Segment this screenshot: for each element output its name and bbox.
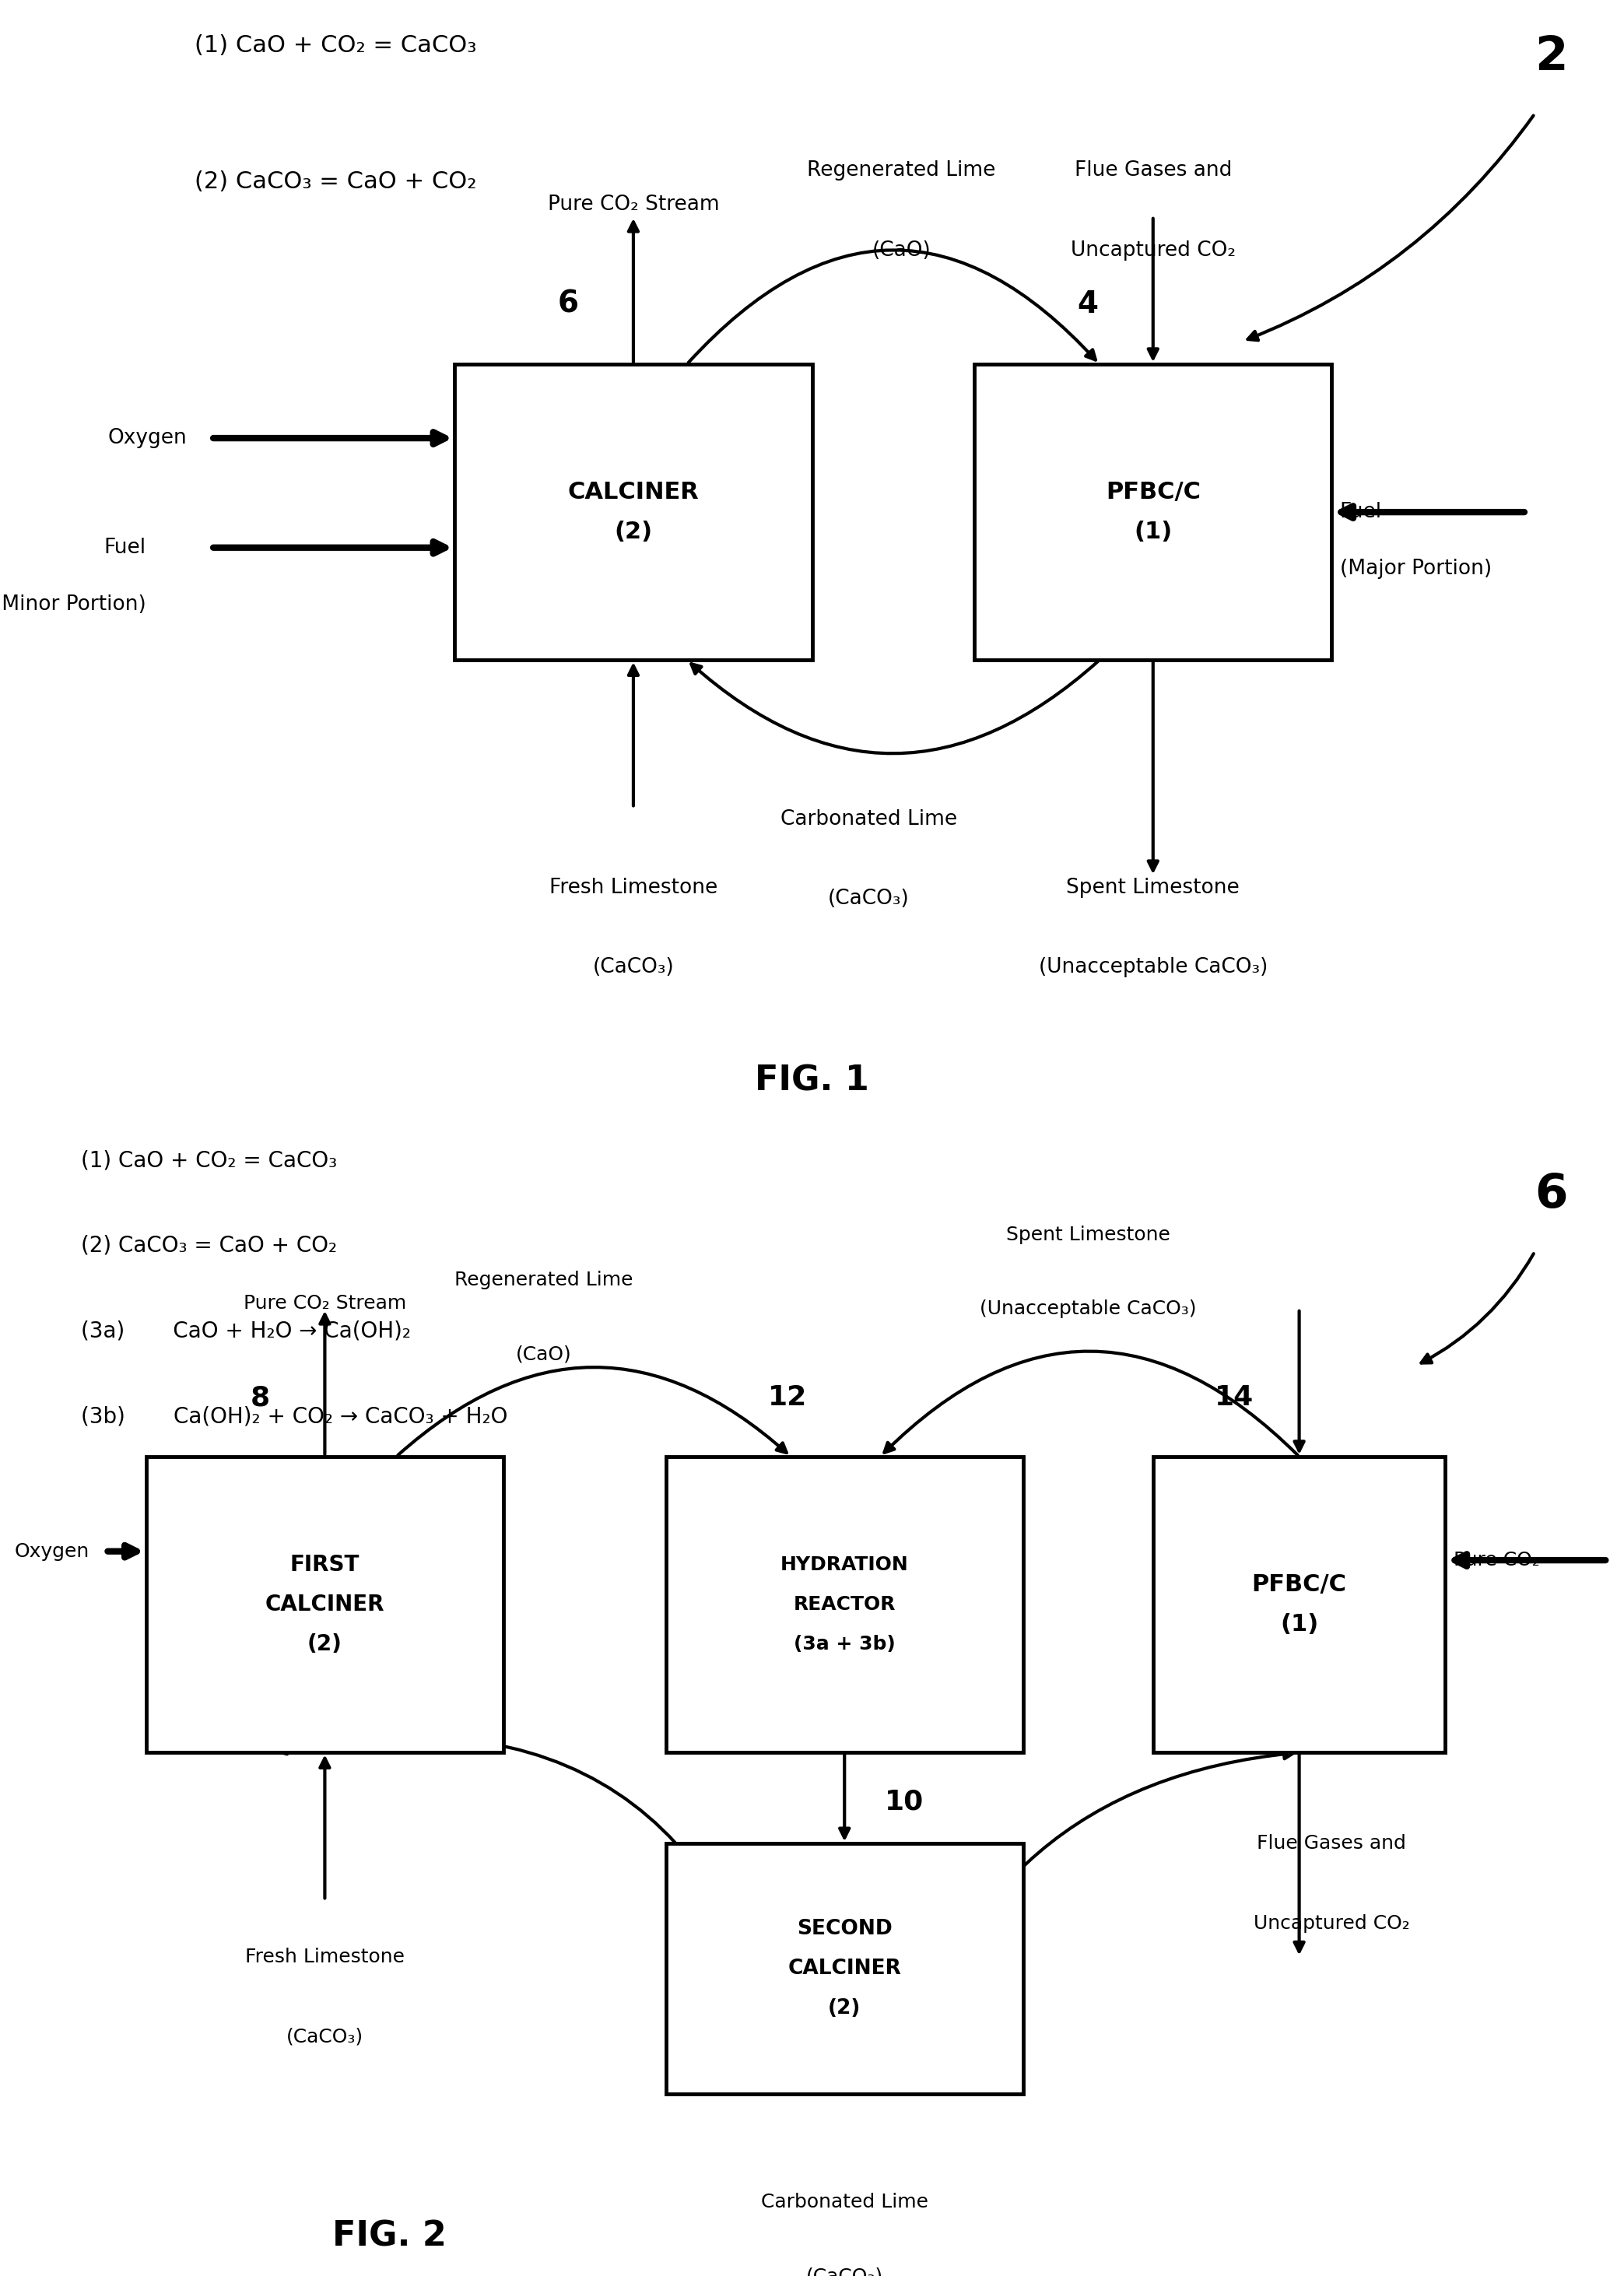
FancyBboxPatch shape — [455, 364, 812, 660]
Text: Fresh Limestone: Fresh Limestone — [549, 879, 718, 897]
Text: (CaCO₃): (CaCO₃) — [806, 2267, 883, 2276]
Text: (1) CaO + CO₂ = CaCO₃: (1) CaO + CO₂ = CaCO₃ — [195, 34, 477, 57]
Text: Flue Gases and: Flue Gases and — [1257, 1834, 1406, 1853]
FancyBboxPatch shape — [974, 364, 1332, 660]
Text: (3a)       CaO + H₂O → Ca(OH)₂: (3a) CaO + H₂O → Ca(OH)₂ — [81, 1320, 411, 1343]
Text: CALCINER: CALCINER — [265, 1593, 385, 1616]
Text: 14: 14 — [1215, 1384, 1254, 1411]
Text: Oxygen: Oxygen — [15, 1541, 89, 1561]
Text: Pure CO₂ Stream: Pure CO₂ Stream — [547, 196, 719, 214]
Text: (3a + 3b): (3a + 3b) — [794, 1634, 895, 1655]
Text: (2): (2) — [614, 521, 653, 544]
Text: (Unacceptable CaCO₃): (Unacceptable CaCO₃) — [1038, 958, 1268, 976]
FancyBboxPatch shape — [1153, 1457, 1445, 1753]
Text: Regenerated Lime: Regenerated Lime — [807, 162, 996, 180]
Text: Pure CO₂: Pure CO₂ — [1453, 1550, 1540, 1570]
Text: 4: 4 — [1078, 289, 1098, 319]
Text: (CaCO₃): (CaCO₃) — [593, 958, 674, 976]
Text: (Minor Portion): (Minor Portion) — [0, 594, 146, 615]
Text: (Major Portion): (Major Portion) — [1340, 560, 1491, 578]
Text: Oxygen: Oxygen — [107, 428, 187, 448]
Text: FIRST: FIRST — [291, 1555, 359, 1575]
Text: SECOND: SECOND — [797, 1919, 892, 1939]
Text: Carbonated Lime: Carbonated Lime — [781, 810, 957, 828]
Text: HYDRATION: HYDRATION — [781, 1555, 908, 1575]
Text: PFBC/C: PFBC/C — [1106, 480, 1200, 503]
FancyBboxPatch shape — [146, 1457, 503, 1753]
Text: Spent Limestone: Spent Limestone — [1005, 1224, 1171, 1245]
Text: (2): (2) — [307, 1634, 343, 1655]
Text: 6: 6 — [1535, 1172, 1567, 1218]
Text: (CaO): (CaO) — [516, 1345, 572, 1363]
Text: (CaCO₃): (CaCO₃) — [286, 2028, 364, 2046]
Text: 10: 10 — [885, 1789, 924, 1816]
Text: (Unacceptable CaCO₃): (Unacceptable CaCO₃) — [979, 1300, 1197, 1318]
Text: (1): (1) — [1134, 521, 1173, 544]
Text: (2): (2) — [828, 1998, 861, 2019]
Text: 12: 12 — [768, 1384, 807, 1411]
Text: (1) CaO + CO₂ = CaCO₃: (1) CaO + CO₂ = CaCO₃ — [81, 1149, 338, 1172]
Text: REACTOR: REACTOR — [793, 1595, 896, 1614]
Text: 6: 6 — [559, 289, 578, 319]
Text: Regenerated Lime: Regenerated Lime — [455, 1270, 633, 1290]
FancyBboxPatch shape — [666, 1844, 1023, 2094]
Text: Fuel: Fuel — [104, 537, 146, 558]
Text: (2) CaCO₃ = CaO + CO₂: (2) CaCO₃ = CaO + CO₂ — [195, 171, 477, 193]
Text: (3b)       Ca(OH)₂ + CO₂ → CaCO₃ + H₂O: (3b) Ca(OH)₂ + CO₂ → CaCO₃ + H₂O — [81, 1404, 508, 1427]
Text: CALCINER: CALCINER — [788, 1960, 901, 1978]
Text: Carbonated Lime: Carbonated Lime — [760, 2192, 929, 2212]
Text: Uncaptured CO₂: Uncaptured CO₂ — [1254, 1914, 1410, 1932]
Text: Pure CO₂ Stream: Pure CO₂ Stream — [244, 1293, 406, 1313]
Text: Uncaptured CO₂: Uncaptured CO₂ — [1070, 241, 1236, 259]
Text: 2: 2 — [1535, 34, 1567, 80]
Text: FIG. 1: FIG. 1 — [755, 1065, 869, 1097]
Text: FIG. 2: FIG. 2 — [333, 2219, 447, 2253]
Text: PFBC/C: PFBC/C — [1252, 1573, 1346, 1595]
Text: 8: 8 — [250, 1384, 270, 1411]
Text: Fresh Limestone: Fresh Limestone — [245, 1948, 404, 1966]
Text: (2) CaCO₃ = CaO + CO₂: (2) CaCO₃ = CaO + CO₂ — [81, 1234, 338, 1256]
Text: Spent Limestone: Spent Limestone — [1067, 879, 1239, 897]
FancyBboxPatch shape — [666, 1457, 1023, 1753]
Text: CALCINER: CALCINER — [568, 480, 698, 503]
Text: Flue Gases and: Flue Gases and — [1075, 162, 1231, 180]
Text: (CaO): (CaO) — [872, 241, 931, 259]
Text: Fuel: Fuel — [1340, 503, 1382, 521]
Text: (CaCO₃): (CaCO₃) — [828, 890, 909, 908]
Text: (1): (1) — [1280, 1614, 1319, 1636]
